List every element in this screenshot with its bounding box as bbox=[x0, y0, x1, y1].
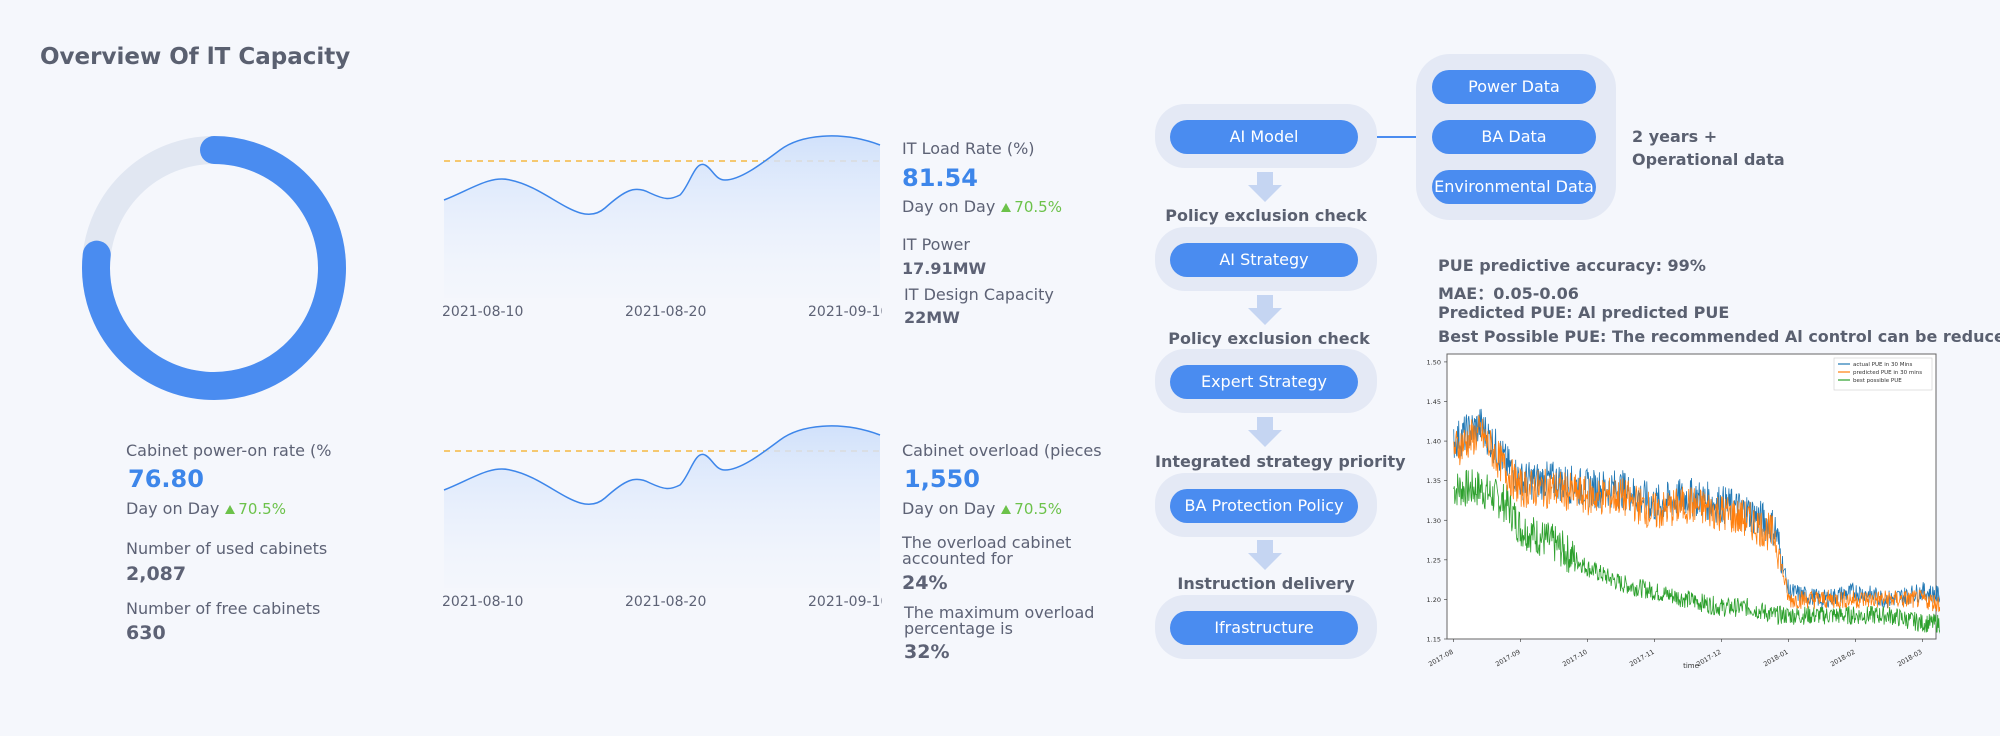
chart-legend: actual PUE in 30 Mins predicted PUE in 30… bbox=[1833, 357, 1933, 391]
down-arrow-icon bbox=[1248, 295, 1282, 325]
y-tick-label: 1.45 bbox=[1427, 398, 1441, 406]
load-tick-1: 2021-08-20 bbox=[625, 304, 707, 320]
x-tick-label: 2018-02 bbox=[1829, 648, 1857, 669]
cabinet-change-label: Day on Day bbox=[126, 499, 220, 518]
overload-accounted-line2: accounted for bbox=[902, 549, 1013, 568]
max-overload-line2: percentage is bbox=[904, 619, 1013, 638]
used-cabinets-value: 2,087 bbox=[126, 563, 187, 585]
ai-strategy-button[interactable]: AI Strategy bbox=[1170, 243, 1358, 277]
x-axis-label: time bbox=[1683, 662, 1699, 670]
power-data-button[interactable]: Power Data bbox=[1432, 70, 1596, 104]
overload-accounted-value: 24% bbox=[902, 572, 948, 594]
it-power-value: 17.91MW bbox=[902, 259, 987, 278]
free-cabinets-value: 630 bbox=[126, 622, 166, 644]
pue-line-chart: 1.15 1.20 1.25 1.30 1.35 1.40 1.45 1.50 2017-08… bbox=[1427, 353, 1940, 670]
y-tick-label: 1.35 bbox=[1427, 477, 1441, 485]
max-overload-label: The maximum overload percentage is bbox=[904, 605, 1094, 637]
it-design-value: 22MW bbox=[904, 308, 960, 327]
page-title: Overview Of lT Capacity bbox=[40, 44, 351, 70]
area-line bbox=[443, 425, 881, 505]
cabinet-change-value: 70.5% bbox=[238, 500, 286, 518]
y-tick-label: 1.15 bbox=[1427, 636, 1441, 644]
x-tick-label: 2017-08 bbox=[1427, 648, 1455, 669]
overload-tick-2: 2021-09-10 bbox=[808, 594, 882, 610]
pue-best: Best Possible PUE: The recommended Al co… bbox=[1438, 327, 2000, 346]
load-change-value: 70.5% bbox=[1014, 198, 1062, 216]
x-tick-label: 2017-09 bbox=[1494, 648, 1522, 669]
overload-area-chart bbox=[443, 425, 881, 588]
y-tick-label: 1.50 bbox=[1427, 358, 1441, 366]
overload-accounted-label: The overload cabinet accounted for bbox=[902, 535, 1071, 567]
down-arrow-icon bbox=[1248, 540, 1282, 570]
x-tick-label: 2017-12 bbox=[1695, 648, 1723, 669]
x-tick-label: 2017-11 bbox=[1628, 648, 1656, 669]
max-overload-line1: The maximum overload bbox=[904, 603, 1095, 622]
it-load-rate-value: 81.54 bbox=[902, 164, 978, 192]
x-tick-label: 2017-10 bbox=[1561, 648, 1589, 669]
instruction-delivery: Instruction delivery bbox=[1177, 574, 1355, 593]
legend-box bbox=[1833, 357, 1933, 391]
down-arrow-icon bbox=[1248, 172, 1282, 202]
policy-check-2: Policy exclusion check bbox=[1168, 329, 1370, 348]
cabinet-donut-gauge bbox=[82, 136, 346, 400]
connector-line bbox=[1377, 136, 1416, 138]
up-triangle-icon bbox=[1001, 203, 1012, 212]
environmental-data-button[interactable]: Environmental Data bbox=[1432, 170, 1596, 204]
overload-tick-1: 2021-08-20 bbox=[625, 594, 707, 610]
y-tick-label: 1.20 bbox=[1427, 596, 1441, 604]
pue-mae: MAE：0.05-0.06 bbox=[1438, 284, 1579, 303]
ops-line2: Operational data bbox=[1632, 150, 1785, 169]
x-tick-label: 2018-03 bbox=[1896, 648, 1924, 669]
used-cabinets-label: Number of used cabinets bbox=[126, 539, 328, 558]
load-rate-area-chart bbox=[443, 135, 881, 298]
pue-predicted: Predicted PUE: Al predicted PUE bbox=[1438, 303, 1730, 322]
up-triangle-icon bbox=[225, 505, 236, 514]
down-arrow-icon bbox=[1248, 417, 1282, 447]
policy-check-1: Policy exclusion check bbox=[1165, 206, 1367, 225]
y-tick-label: 1.40 bbox=[1427, 438, 1441, 446]
y-tick-label: 1.25 bbox=[1427, 556, 1441, 564]
donut-progress-arc bbox=[82, 136, 346, 400]
strategy-priority: Integrated strategy priority bbox=[1155, 452, 1406, 471]
legend-entry: predicted PUE in 30 mins bbox=[1853, 370, 1922, 376]
ba-data-button[interactable]: BA Data bbox=[1432, 120, 1596, 154]
ops-line1: 2 years + bbox=[1632, 127, 1718, 146]
max-overload-value: 32% bbox=[904, 641, 950, 663]
legend-entry: best possible PUE bbox=[1853, 378, 1902, 384]
series-line-2 bbox=[1453, 469, 1940, 634]
overload-change-row: Day on Day 70.5% bbox=[902, 499, 1062, 518]
area-line bbox=[443, 135, 881, 215]
up-triangle-icon bbox=[1001, 505, 1012, 514]
it-design-label: IT Design Capacity bbox=[904, 285, 1054, 304]
pue-accuracy: PUE predictive accuracy: 99% bbox=[1438, 256, 1706, 275]
cabinet-power-on-value: 76.80 bbox=[128, 465, 204, 493]
cabinet-overload-value: 1,550 bbox=[904, 465, 980, 493]
ai-model-button[interactable]: AI Model bbox=[1170, 120, 1358, 154]
legend-entry: actual PUE in 30 Mins bbox=[1853, 362, 1913, 368]
overload-accounted-line1: The overload cabinet bbox=[902, 533, 1072, 552]
cabinet-power-on-label: Cabinet power-on rate (% bbox=[126, 441, 332, 460]
area-fill bbox=[444, 135, 880, 298]
free-cabinets-label: Number of free cabinets bbox=[126, 599, 321, 618]
series-line-1 bbox=[1453, 415, 1940, 612]
operational-data-note: 2 years + Operational data bbox=[1632, 125, 1785, 171]
ba-protection-button[interactable]: BA Protection Policy bbox=[1170, 489, 1358, 523]
overload-change-label: Day on Day bbox=[902, 499, 996, 518]
it-power-label: IT Power bbox=[902, 235, 970, 254]
expert-strategy-button[interactable]: Expert Strategy bbox=[1170, 365, 1358, 399]
load-tick-0: 2021-08-10 bbox=[442, 304, 524, 320]
overload-change-value: 70.5% bbox=[1014, 500, 1062, 518]
load-change-label: Day on Day bbox=[902, 197, 996, 216]
load-tick-2: 2021-09-10 bbox=[808, 304, 882, 320]
cabinet-change-row: Day on Day 70.5% bbox=[126, 499, 286, 518]
load-change-row: Day on Day 70.5% bbox=[902, 197, 1062, 216]
y-tick-label: 1.30 bbox=[1427, 517, 1441, 525]
overload-tick-0: 2021-08-10 bbox=[442, 594, 524, 610]
area-fill bbox=[444, 425, 880, 588]
cabinet-overload-label: Cabinet overload (pieces bbox=[902, 441, 1102, 460]
x-tick-label: 2018-01 bbox=[1762, 648, 1790, 669]
infrastructure-button[interactable]: Ifrastructure bbox=[1170, 611, 1358, 645]
it-load-rate-label: IT Load Rate (%) bbox=[902, 139, 1035, 158]
